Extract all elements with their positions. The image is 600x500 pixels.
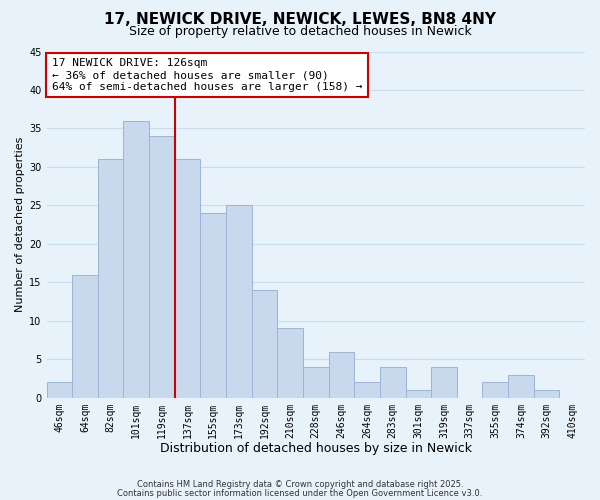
Bar [124, 120, 149, 398]
Bar [354, 382, 380, 398]
Bar [47, 382, 72, 398]
Bar [72, 274, 98, 398]
Y-axis label: Number of detached properties: Number of detached properties [15, 137, 25, 312]
Bar [508, 374, 534, 398]
Text: Size of property relative to detached houses in Newick: Size of property relative to detached ho… [128, 25, 472, 38]
Bar [251, 290, 277, 398]
Text: 17 NEWICK DRIVE: 126sqm
← 36% of detached houses are smaller (90)
64% of semi-de: 17 NEWICK DRIVE: 126sqm ← 36% of detache… [52, 58, 362, 92]
Bar [149, 136, 175, 398]
Bar [200, 213, 226, 398]
Bar [406, 390, 431, 398]
Bar [98, 159, 124, 398]
X-axis label: Distribution of detached houses by size in Newick: Distribution of detached houses by size … [160, 442, 472, 455]
Bar [175, 159, 200, 398]
Bar [226, 206, 251, 398]
Bar [482, 382, 508, 398]
Bar [380, 367, 406, 398]
Text: 17, NEWICK DRIVE, NEWICK, LEWES, BN8 4NY: 17, NEWICK DRIVE, NEWICK, LEWES, BN8 4NY [104, 12, 496, 28]
Bar [534, 390, 559, 398]
Text: Contains HM Land Registry data © Crown copyright and database right 2025.: Contains HM Land Registry data © Crown c… [137, 480, 463, 489]
Text: Contains public sector information licensed under the Open Government Licence v3: Contains public sector information licen… [118, 489, 482, 498]
Bar [329, 352, 354, 398]
Bar [277, 328, 303, 398]
Bar [303, 367, 329, 398]
Bar [431, 367, 457, 398]
